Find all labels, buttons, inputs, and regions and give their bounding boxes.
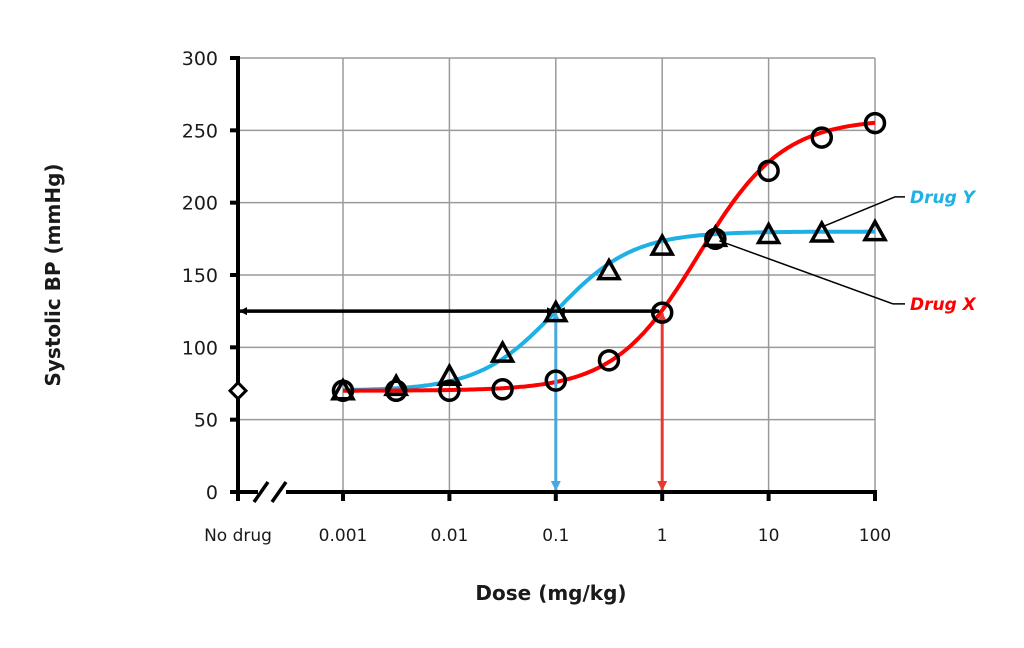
y-tick-label: 50 <box>194 410 218 432</box>
data-point-drug-y <box>542 299 569 323</box>
x-tick-label: 100 <box>859 526 891 546</box>
axis-break-slash <box>252 480 270 504</box>
data-point-drug-y <box>595 257 622 281</box>
x-tick-label: 0.001 <box>319 526 368 546</box>
data-points <box>227 111 888 402</box>
leader-line-drug-x <box>719 240 905 305</box>
data-point-drug-x <box>597 349 621 372</box>
data-point-drug-y <box>489 339 516 363</box>
y-axis-title: Systolic BP (mmHg) <box>41 163 65 386</box>
data-point-drug-x <box>810 126 834 149</box>
data-point-drug-y <box>862 217 888 242</box>
leader-line-drug-y <box>821 196 905 228</box>
data-point-drug-y <box>436 362 463 387</box>
legend-label-drug-x: Drug X <box>910 295 977 315</box>
axis-break-gap <box>258 488 286 496</box>
y-tick-label: 300 <box>182 48 218 70</box>
legend: Drug Y Drug X <box>719 188 977 315</box>
data-point-drug-x <box>544 369 568 392</box>
data-point-drug-y <box>383 372 410 397</box>
data-point-drug-x <box>438 379 461 402</box>
data-point-drug-y <box>755 220 782 245</box>
data-point-drug-x <box>863 111 887 135</box>
data-point-drug-x <box>650 301 674 324</box>
x-axis-title: Dose (mg/kg) <box>475 581 626 605</box>
x-tick-label: 0.01 <box>430 526 468 546</box>
data-point-drug-x <box>331 379 355 402</box>
x-tick-label: 10 <box>758 526 780 546</box>
y-tick-label: 100 <box>182 337 218 359</box>
y-tick-label: 0 <box>206 482 218 504</box>
y-tick-label: 250 <box>182 120 218 142</box>
x-tick-labels: No drug 0.001 0.01 0.1 1 10 100 <box>204 526 891 546</box>
x-tick-label: 0.1 <box>542 526 569 546</box>
data-point-drug-x <box>384 379 408 402</box>
data-point-drug-y <box>808 219 835 243</box>
axes <box>230 56 877 504</box>
baseline-point-diamond <box>227 380 249 401</box>
x-tick-label: No drug <box>204 526 272 546</box>
data-point-drug-x <box>704 227 727 251</box>
x-tick-label: 1 <box>657 526 668 546</box>
data-point-drug-x <box>491 378 514 401</box>
y-tick-labels: 0 50 100 150 200 250 300 <box>182 48 218 504</box>
data-point-drug-y <box>649 232 676 256</box>
axis-break-slash <box>270 480 288 504</box>
curve-drug-x <box>343 120 876 393</box>
data-point-drug-y <box>702 223 729 248</box>
legend-label-drug-y: Drug Y <box>910 188 977 208</box>
y-tick-label: 150 <box>182 265 218 287</box>
data-point-drug-x <box>757 159 780 183</box>
y-tick-label: 200 <box>182 193 218 215</box>
annotation-arrows <box>239 307 668 491</box>
